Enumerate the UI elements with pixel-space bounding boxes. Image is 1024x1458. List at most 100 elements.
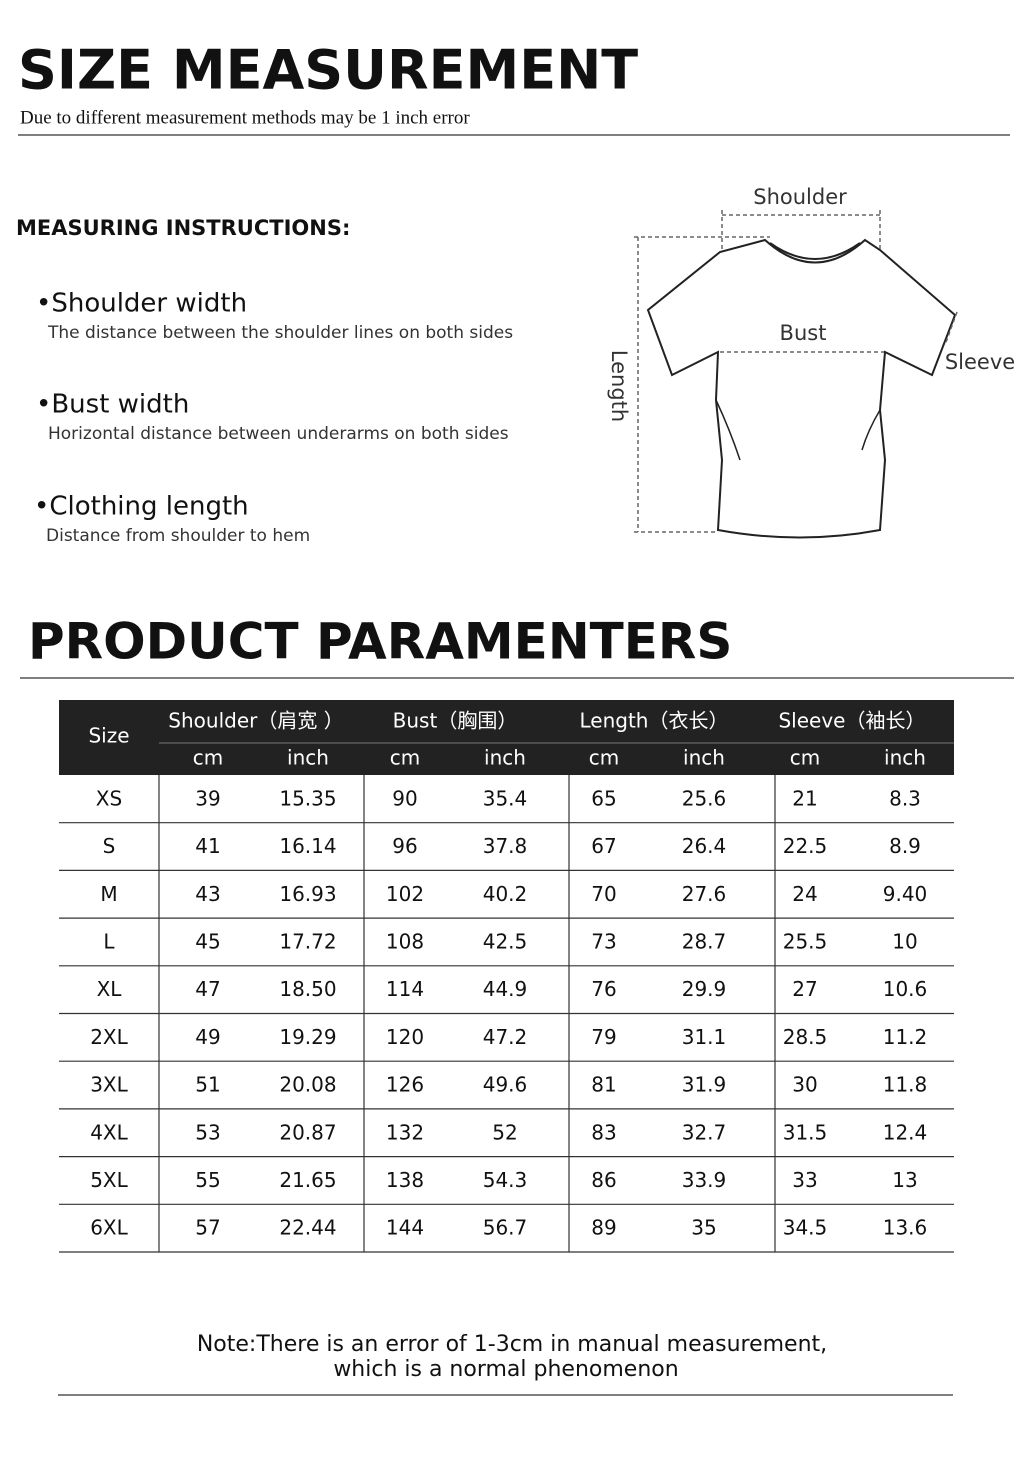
table-cell: 47	[195, 977, 220, 1001]
table-cell: 2XL	[90, 1025, 128, 1049]
table-cell: 3XL	[90, 1073, 128, 1097]
diagram-label: Bust	[780, 321, 827, 345]
table-cell: 20.08	[279, 1073, 336, 1097]
header-cell: Bust（胸围）	[393, 709, 518, 733]
table-cell: 45	[195, 929, 220, 953]
header-cell: cm	[390, 746, 420, 770]
table-cell: 47.2	[483, 1025, 528, 1049]
size-table: Size Shoulder（肩宽 ） Bust（胸围） Length（衣长） Sleev…	[59, 700, 954, 1253]
table-cell: 30	[792, 1073, 817, 1097]
table-cell: 55	[195, 1168, 220, 1192]
table-cell: 40.2	[483, 882, 528, 906]
table-cell: 25.6	[682, 786, 727, 810]
table-cell: 21	[792, 786, 817, 810]
table-cell: 8.3	[889, 786, 921, 810]
header-cell: Size	[88, 724, 129, 748]
table-cell: 12.4	[883, 1120, 928, 1144]
table-cell: 11.8	[883, 1073, 928, 1097]
note-line: Note:There is an error of 1-3cm in manua…	[197, 1332, 827, 1357]
table-cell: 33.9	[682, 1168, 727, 1192]
table-cell: 31.9	[682, 1073, 727, 1097]
item-name: •Clothing length	[34, 492, 249, 522]
table-cell: 57	[195, 1216, 220, 1240]
table-cell: 51	[195, 1073, 220, 1097]
table-cell: 44.9	[483, 977, 528, 1001]
table-cell: M	[100, 882, 117, 906]
table-cell: 49	[195, 1025, 220, 1049]
table-cell: 6XL	[90, 1216, 128, 1240]
table-cell: 65	[591, 786, 616, 810]
table-cell: 25.5	[783, 929, 828, 953]
table-cell: 10.6	[883, 977, 928, 1001]
table-cell: 126	[386, 1073, 424, 1097]
table-cell: 5XL	[90, 1168, 128, 1192]
table-cell: 27.6	[682, 882, 727, 906]
table-cell: 4XL	[90, 1120, 128, 1144]
table-cell: 54.3	[483, 1168, 528, 1192]
header-cell: Sleeve（袖长）	[778, 709, 925, 733]
header-cell: inch	[287, 746, 329, 770]
table-cell: 35.4	[483, 786, 528, 810]
table-cell: 16.93	[279, 882, 336, 906]
table-cell: 17.72	[279, 929, 336, 953]
table-cell: XS	[96, 786, 122, 810]
table-cell: 8.9	[889, 834, 921, 858]
header-cell: inch	[683, 746, 725, 770]
table-cell: 138	[386, 1168, 424, 1192]
item-name: •Bust width	[36, 390, 189, 420]
header-cell: Length（衣长）	[580, 709, 729, 733]
header-cell: inch	[884, 746, 926, 770]
table-cell: 79	[591, 1025, 616, 1049]
header-cell: cm	[193, 746, 223, 770]
item-description: Distance from shoulder to hem	[46, 526, 310, 546]
table-cell: 108	[386, 929, 424, 953]
table-cell: 52	[492, 1120, 517, 1144]
table-cell: 81	[591, 1073, 616, 1097]
subtitle: Due to different measurement methods may…	[20, 107, 470, 128]
table-cell: 10	[892, 929, 917, 953]
diagram-label: Shoulder	[753, 185, 847, 209]
table-cell: 53	[195, 1120, 220, 1144]
header-cell: Shoulder（肩宽 ）	[168, 709, 343, 733]
table-cell: L	[103, 929, 115, 953]
table-cell: 35	[691, 1216, 716, 1240]
table-cell: 15.35	[279, 786, 336, 810]
table-cell: 34.5	[783, 1216, 828, 1240]
table-cell: 42.5	[483, 929, 528, 953]
item-description: Horizontal distance between underarms on…	[48, 424, 509, 444]
table-cell: 28.7	[682, 929, 727, 953]
table-cell: 132	[386, 1120, 424, 1144]
table-cell: 83	[591, 1120, 616, 1144]
table-cell: 41	[195, 834, 220, 858]
table-cell: 9.40	[883, 882, 928, 906]
note-line: which is a normal phenomenon	[333, 1357, 678, 1382]
header-cell: cm	[790, 746, 820, 770]
table-cell: XL	[97, 977, 123, 1001]
page-title: SIZE MEASUREMENT	[18, 39, 638, 102]
table-cell: 28.5	[783, 1025, 828, 1049]
table-cell: 18.50	[279, 977, 336, 1001]
table-cell: 96	[392, 834, 417, 858]
table-cell: 32.7	[682, 1120, 727, 1144]
table-cell: 22.5	[783, 834, 828, 858]
item-name: •Shoulder width	[36, 289, 247, 319]
table-cell: 39	[195, 786, 220, 810]
table-cell: 24	[792, 882, 817, 906]
table-cell: 90	[392, 786, 417, 810]
table-cell: 73	[591, 929, 616, 953]
table-cell: 20.87	[279, 1120, 336, 1144]
table-title: PRODUCT PARAMENTERS	[28, 613, 732, 671]
table-cell: 144	[386, 1216, 424, 1240]
item-description: The distance between the shoulder lines …	[47, 323, 513, 343]
table-cell: 26.4	[682, 834, 727, 858]
header-cell: cm	[589, 746, 619, 770]
table-cell: 22.44	[279, 1216, 336, 1240]
table-cell: 16.14	[279, 834, 336, 858]
table-cell: 13.6	[883, 1216, 928, 1240]
table-cell: 67	[591, 834, 616, 858]
table-cell: 37.8	[483, 834, 528, 858]
table-header	[59, 700, 954, 775]
table-cell: S	[103, 834, 116, 858]
table-cell: 89	[591, 1216, 616, 1240]
